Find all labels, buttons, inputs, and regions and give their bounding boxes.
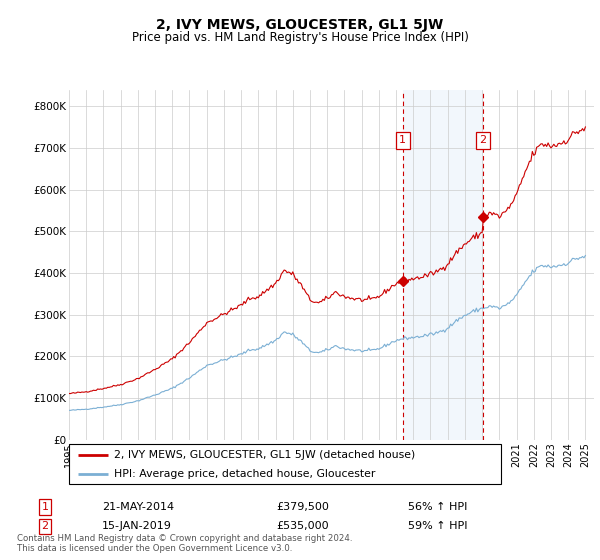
- Text: 56% ↑ HPI: 56% ↑ HPI: [408, 502, 467, 512]
- Text: £379,500: £379,500: [276, 502, 329, 512]
- FancyBboxPatch shape: [69, 444, 501, 484]
- Text: HPI: Average price, detached house, Gloucester: HPI: Average price, detached house, Glou…: [115, 469, 376, 478]
- Text: 15-JAN-2019: 15-JAN-2019: [102, 521, 172, 531]
- Text: 59% ↑ HPI: 59% ↑ HPI: [408, 521, 467, 531]
- Text: 2: 2: [41, 521, 49, 531]
- Text: 1: 1: [41, 502, 49, 512]
- Text: 2: 2: [479, 136, 487, 146]
- Text: 1: 1: [399, 136, 406, 146]
- Text: £535,000: £535,000: [276, 521, 329, 531]
- Bar: [403, 90, 483, 440]
- Text: Contains HM Land Registry data © Crown copyright and database right 2024.
This d: Contains HM Land Registry data © Crown c…: [17, 534, 352, 553]
- Text: 2, IVY MEWS, GLOUCESTER, GL1 5JW: 2, IVY MEWS, GLOUCESTER, GL1 5JW: [157, 18, 443, 32]
- Text: 2, IVY MEWS, GLOUCESTER, GL1 5JW (detached house): 2, IVY MEWS, GLOUCESTER, GL1 5JW (detach…: [115, 450, 416, 460]
- Text: 21-MAY-2014: 21-MAY-2014: [102, 502, 174, 512]
- Text: Price paid vs. HM Land Registry's House Price Index (HPI): Price paid vs. HM Land Registry's House …: [131, 31, 469, 44]
